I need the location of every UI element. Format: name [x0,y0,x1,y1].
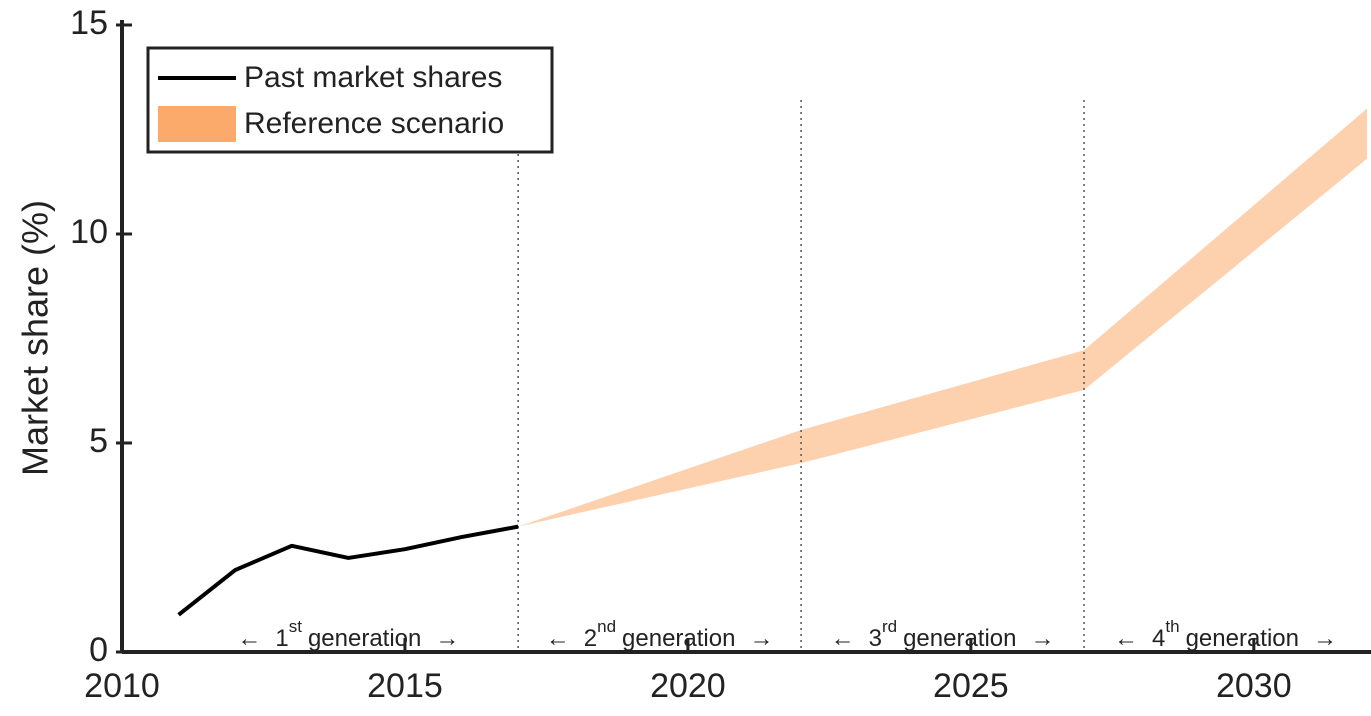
region-label: ← 2nd generation → [546,617,774,652]
x-tick-label: 2030 [1216,667,1292,705]
region-label: ← 3rd generation → [831,617,1055,652]
y-axis-label: Market share (%) [15,200,56,476]
y-tick-label: 10 [70,213,108,251]
region-text: generation [1186,625,1299,652]
region-suffix: st [289,617,303,636]
legend-swatch [158,106,236,142]
region-text: ← [831,625,855,652]
legend-label: Past market shares [244,61,502,94]
region-text: 3 [869,625,882,652]
x-tick-label: 2020 [650,667,726,705]
region-text: 1 [275,625,288,652]
region-text: 2 [584,625,597,652]
region-suffix: nd [597,617,616,636]
x-tick-label: 2015 [367,667,443,705]
region-text: generation [308,625,421,652]
region-text: generation [903,625,1016,652]
x-tick-label: 2010 [84,667,160,705]
region-label: ← 4th generation → [1114,617,1337,652]
past-line [177,524,519,617]
y-tick-label: 15 [70,4,108,42]
scenario-band [518,108,1367,527]
region-text: → [749,625,773,652]
region-text: 4 [1152,625,1165,652]
region-suffix: th [1165,617,1179,636]
x-tick-label: 2025 [933,667,1009,705]
y-tick-label: 5 [89,422,108,460]
region-text: generation [622,625,735,652]
region-text: → [435,625,459,652]
region-text: ← [546,625,570,652]
region-text: → [1031,625,1055,652]
region-text: → [1313,625,1337,652]
region-text: ← [237,625,261,652]
region-suffix: rd [882,617,897,636]
region-text: ← [1114,625,1138,652]
region-label: ← 1st generation → [237,617,459,652]
y-tick-label: 0 [89,631,108,669]
legend-label: Reference scenario [244,107,504,140]
